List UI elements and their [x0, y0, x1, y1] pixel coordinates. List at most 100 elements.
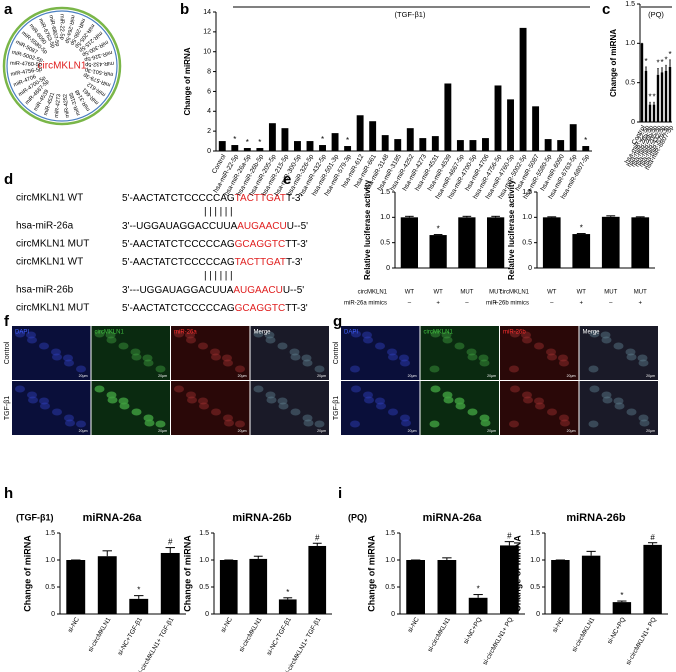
y-tick-label: 0.5	[45, 584, 55, 591]
panel-letter: b	[180, 1, 189, 18]
cell	[547, 353, 557, 361]
y-tick-label: 0	[386, 265, 390, 272]
cell	[106, 391, 117, 399]
scale-label: 20μm	[158, 374, 167, 378]
bar	[431, 136, 439, 151]
row-label: circMKLN1	[500, 290, 530, 296]
cell	[52, 353, 62, 361]
seq-prefix: 3'--UGGAUAGGACCUUA	[122, 221, 238, 232]
cell	[400, 414, 410, 422]
column-header: Merge	[254, 330, 272, 336]
bar	[419, 138, 427, 151]
cell	[601, 336, 612, 344]
cell	[278, 402, 289, 410]
bar	[456, 140, 464, 151]
sequence: 3'---UGGAUAGGACUUAAUGAACUU--5'	[122, 285, 304, 296]
micrograph	[250, 381, 329, 435]
cell	[265, 391, 276, 399]
row-cell: WT	[405, 290, 415, 296]
significance: *	[233, 135, 236, 144]
micrograph	[341, 326, 420, 380]
cell	[199, 402, 209, 410]
bar	[294, 141, 301, 151]
row-cell: –	[465, 301, 469, 307]
y-tick-label: 1.5	[625, 1, 635, 8]
bar	[652, 104, 656, 122]
chart-title: miRNA-26a	[83, 512, 143, 524]
cell	[52, 408, 62, 416]
pairing: ||||||	[204, 207, 235, 218]
cell	[387, 348, 397, 356]
cell	[534, 397, 544, 405]
cell	[277, 397, 288, 405]
significance: *	[258, 138, 261, 147]
micrograph	[500, 326, 579, 380]
outer-ring	[2, 6, 122, 126]
bar	[572, 234, 591, 268]
cell	[375, 397, 385, 405]
y-axis-label: Change of miRNA	[609, 29, 618, 97]
bar	[344, 146, 352, 151]
mirna-label: miR-432-5p	[85, 60, 114, 68]
significance: #	[315, 533, 320, 542]
cell	[187, 396, 197, 404]
sequence: 3'--UGGAUAGGACCUUAAUGAACUU--5'	[122, 221, 308, 232]
row-cell: MUT	[604, 290, 617, 296]
y-tick-label: 0	[631, 119, 635, 126]
significance: *	[620, 591, 623, 600]
cell	[131, 353, 142, 361]
micrograph	[171, 326, 250, 380]
cell	[560, 419, 570, 427]
seq-label: hsa-miR-26b	[16, 285, 74, 296]
x-tick-label: si-NC+PQ	[606, 616, 627, 645]
bar	[500, 545, 519, 614]
significance: *	[644, 57, 647, 66]
seq-site: AUGAACU	[233, 285, 282, 296]
row-cell: +	[638, 301, 642, 307]
cell	[26, 331, 36, 339]
cell	[314, 420, 325, 428]
cell	[27, 336, 37, 344]
cell	[211, 353, 221, 361]
scale-label: 20μm	[567, 374, 576, 378]
cell	[638, 359, 649, 367]
cell	[266, 396, 277, 404]
mirna-label: miR-4252	[63, 94, 72, 118]
y-tick-label: 0	[51, 611, 55, 618]
x-tick-label: si-circMKLN1+ PQ	[625, 616, 658, 666]
bar	[542, 217, 561, 268]
x-tick-label: si-NC	[220, 616, 234, 634]
significance: *	[648, 92, 651, 101]
y-tick-label: 1.0	[522, 214, 532, 221]
seq-site: AUGAACU	[237, 221, 286, 232]
scale-label: 20μm	[646, 374, 655, 378]
cell	[401, 419, 411, 427]
cell	[224, 419, 234, 427]
cell	[441, 331, 452, 339]
cell	[211, 408, 221, 416]
bar	[394, 139, 402, 151]
cell	[64, 414, 74, 422]
bar	[640, 43, 644, 123]
panel-letter: a	[4, 1, 13, 18]
significance: *	[656, 59, 659, 68]
cell	[130, 348, 141, 356]
cell	[301, 354, 312, 362]
cell	[558, 354, 568, 362]
sequence: 5'-AACTATCTCCCCCAGGCAGGTCTT-3'	[122, 239, 308, 250]
panel-letter: e	[283, 171, 291, 188]
cell	[106, 336, 117, 344]
cell	[363, 391, 373, 399]
significance: *	[580, 224, 583, 233]
micrograph	[341, 381, 420, 435]
bar	[544, 139, 552, 151]
y-tick-label: 0.5	[625, 80, 635, 87]
cell	[118, 342, 129, 350]
bar	[482, 138, 489, 151]
y-tick-label: 0.5	[530, 584, 540, 591]
cell	[375, 342, 385, 350]
cell	[76, 420, 86, 428]
cell	[521, 331, 531, 339]
cell	[350, 365, 360, 373]
cell	[602, 396, 613, 404]
